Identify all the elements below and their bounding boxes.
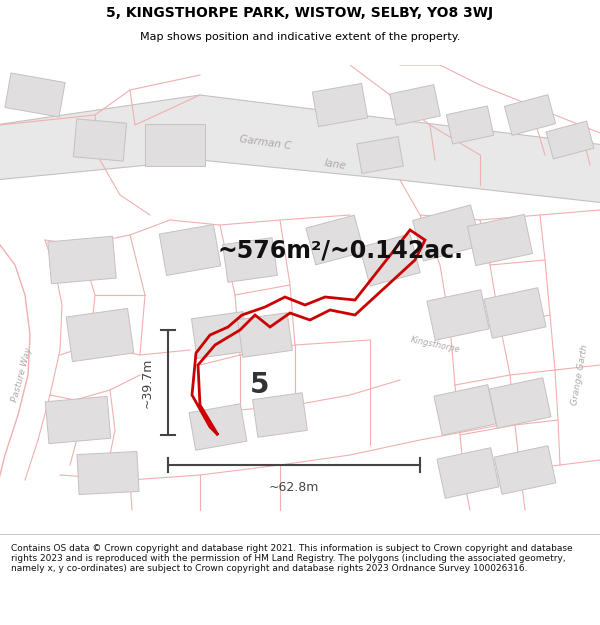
Text: ~39.7m: ~39.7m — [141, 357, 154, 408]
Polygon shape — [48, 236, 116, 284]
Text: ~62.8m: ~62.8m — [269, 481, 319, 494]
Polygon shape — [505, 95, 556, 135]
Text: ~576m²/~0.142ac.: ~576m²/~0.142ac. — [217, 238, 463, 262]
Text: 5, KINGSTHORPE PARK, WISTOW, SELBY, YO8 3WJ: 5, KINGSTHORPE PARK, WISTOW, SELBY, YO8 … — [106, 6, 494, 20]
Polygon shape — [253, 392, 307, 438]
Text: 5: 5 — [250, 371, 270, 399]
Polygon shape — [159, 224, 221, 276]
Polygon shape — [360, 234, 420, 286]
Polygon shape — [489, 378, 551, 428]
Polygon shape — [546, 121, 594, 159]
Polygon shape — [238, 312, 292, 358]
Text: Map shows position and indicative extent of the property.: Map shows position and indicative extent… — [140, 32, 460, 42]
Polygon shape — [467, 214, 533, 266]
Polygon shape — [427, 290, 489, 340]
Polygon shape — [446, 106, 494, 144]
Text: Garman C: Garman C — [238, 134, 292, 152]
Polygon shape — [494, 446, 556, 494]
Polygon shape — [0, 95, 600, 203]
Text: Grange Garth: Grange Garth — [570, 344, 590, 406]
Polygon shape — [191, 312, 248, 358]
Text: Pasture Way: Pasture Way — [10, 347, 34, 403]
Polygon shape — [45, 396, 111, 444]
Polygon shape — [5, 73, 65, 117]
Polygon shape — [389, 84, 440, 126]
Polygon shape — [66, 308, 134, 362]
Polygon shape — [145, 124, 205, 166]
Polygon shape — [437, 448, 499, 498]
Text: Contains OS data © Crown copyright and database right 2021. This information is : Contains OS data © Crown copyright and d… — [11, 544, 572, 573]
Text: lane: lane — [323, 159, 347, 171]
Polygon shape — [189, 404, 247, 450]
Polygon shape — [306, 215, 364, 265]
Polygon shape — [223, 238, 277, 282]
Polygon shape — [77, 451, 139, 494]
Polygon shape — [434, 385, 496, 435]
Polygon shape — [313, 83, 368, 127]
Polygon shape — [73, 119, 127, 161]
Text: Kingsthorpe: Kingsthorpe — [409, 336, 461, 354]
Polygon shape — [484, 288, 546, 338]
Polygon shape — [413, 205, 481, 261]
Polygon shape — [357, 137, 403, 173]
